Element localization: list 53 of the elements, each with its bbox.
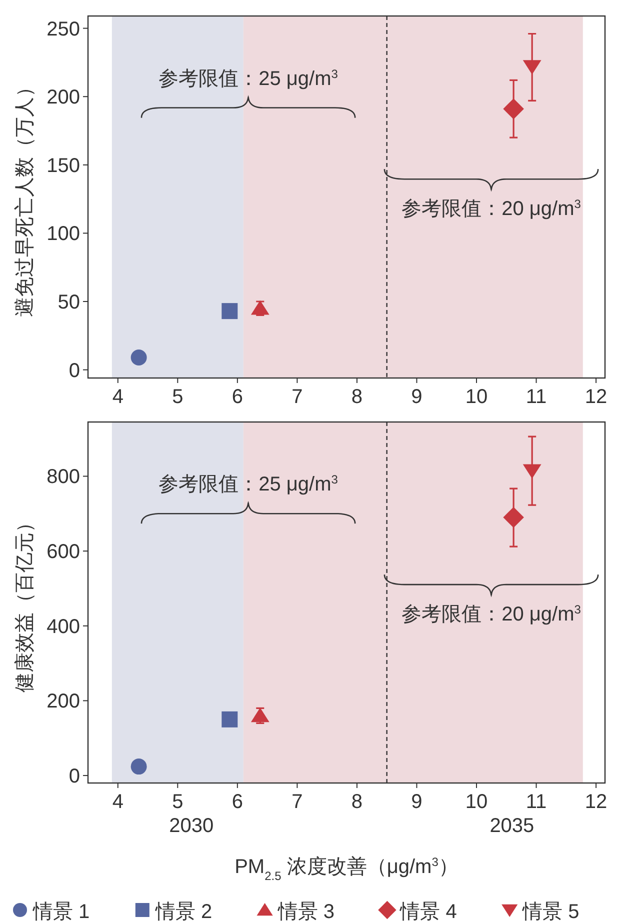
y-axis-title: 健康效益（百亿元） (14, 512, 36, 692)
text: 2030 (169, 815, 214, 837)
point (222, 303, 238, 320)
legend-label: 情景 3 (276, 901, 334, 921)
x-tick-label: 10 (465, 386, 488, 408)
x-tick-label: 6 (232, 386, 243, 408)
point (503, 506, 524, 528)
x-tick-label: 8 (351, 791, 363, 813)
y-tick-label: 0 (68, 360, 80, 382)
x-tick-label: 11 (526, 791, 547, 813)
x-tick-label: 10 (465, 791, 488, 813)
x-axis-title: PM$_{2.5}$ 浓度改善（μg/m$^{3}$） (234, 855, 458, 883)
x-tick-label: 4 (112, 386, 124, 408)
legend-label: 情景 1 (32, 901, 90, 921)
text: 2035 (490, 815, 534, 837)
legend-label: 情景 4 (399, 901, 457, 921)
x-tick-label: 12 (584, 386, 608, 408)
x-tick-label: 5 (172, 386, 184, 408)
x-tick-label: 5 (172, 791, 184, 813)
x-tick-label: 11 (526, 386, 547, 408)
x-tick-label: 6 (232, 791, 243, 813)
x-tick-label: 12 (584, 791, 608, 813)
y-tick-label: 800 (46, 466, 80, 488)
point (130, 350, 147, 366)
x-tick-label: 7 (292, 386, 303, 408)
x-tick-label: 8 (351, 386, 363, 408)
y-tick-label: 200 (46, 690, 80, 713)
y-axis-title: 避免过早死亡人数（万人） (14, 77, 36, 317)
point (130, 758, 147, 775)
annotation: 参考限值：20 μg/m$^{3}$ (402, 197, 582, 220)
x-tick-label: 4 (112, 791, 124, 813)
point (250, 708, 270, 722)
y-tick-label: 250 (46, 18, 80, 40)
point (522, 464, 542, 479)
x-tick-label: 7 (292, 791, 303, 813)
legend-label: 情景 5 (522, 901, 580, 921)
point (250, 300, 270, 315)
y-tick-label: 600 (46, 541, 80, 564)
x-tick-label: 9 (411, 386, 422, 408)
y-tick-label: 50 (58, 292, 80, 314)
x-tick-label: 9 (411, 791, 422, 813)
point (503, 98, 524, 120)
point (222, 711, 238, 728)
annotation: 参考限值：25 μg/m$^{3}$ (158, 472, 338, 496)
y-tick-label: 0 (68, 766, 80, 788)
y-tick-label: 100 (46, 223, 80, 246)
annotation: 参考限值：20 μg/m$^{3}$ (402, 602, 582, 626)
y-tick-label: 200 (46, 86, 80, 109)
point (522, 60, 542, 75)
legend-label: 情景 2 (154, 901, 212, 921)
annotation: 参考限值：25 μg/m$^{3}$ (158, 66, 338, 90)
y-tick-label: 400 (46, 616, 80, 638)
y-tick-label: 150 (46, 154, 80, 177)
